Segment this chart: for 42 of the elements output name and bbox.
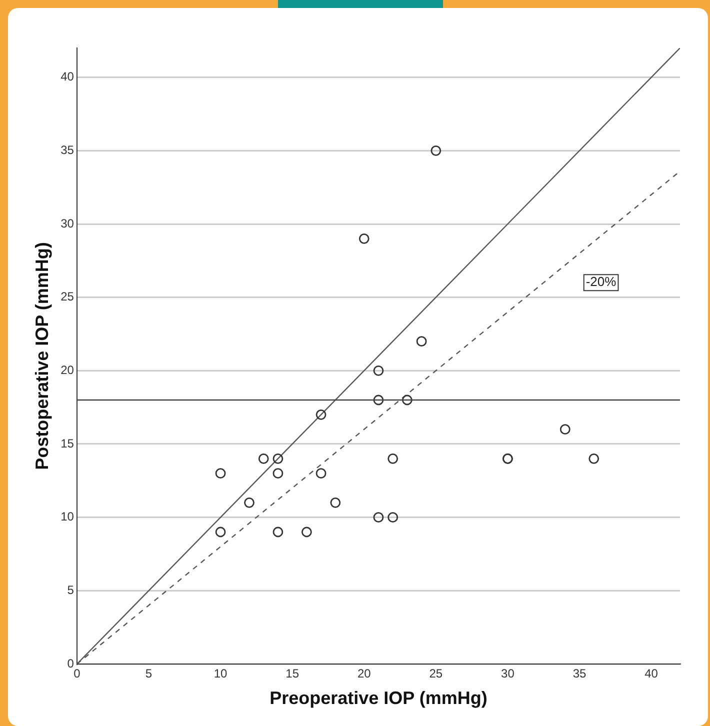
annotation: -20% xyxy=(586,274,617,290)
point xyxy=(402,394,412,406)
point xyxy=(316,409,326,420)
point xyxy=(316,468,326,479)
point xyxy=(272,526,284,538)
point xyxy=(244,497,254,508)
point xyxy=(373,394,384,406)
point xyxy=(258,453,269,464)
y-tick-label: 35 xyxy=(60,142,74,157)
point xyxy=(301,526,312,538)
y-tick-label: 10 xyxy=(60,510,74,524)
point xyxy=(388,512,398,523)
x-axis-title: Preoperative IOP (mmHg) xyxy=(270,688,488,708)
point xyxy=(373,365,384,376)
y-tick-label: 15 xyxy=(60,436,74,450)
point xyxy=(215,468,226,479)
point xyxy=(272,453,284,464)
point xyxy=(358,233,370,244)
y-tick-label: 5 xyxy=(67,582,74,597)
point xyxy=(416,336,427,347)
x-tick-label: 40 xyxy=(644,666,658,681)
point xyxy=(330,497,341,508)
y-tick-label: 30 xyxy=(60,216,74,230)
point xyxy=(430,145,442,156)
x-tick-label: 35 xyxy=(572,666,586,681)
x-tick-label: 30 xyxy=(501,666,515,681)
x-tick-label: 5 xyxy=(145,666,152,681)
point xyxy=(560,424,570,435)
x-tick-label: 20 xyxy=(357,666,372,681)
y-tick-label: 25 xyxy=(60,290,74,304)
point xyxy=(588,453,600,464)
point xyxy=(272,468,284,479)
x-tick-label: 10 xyxy=(214,666,228,681)
point xyxy=(215,526,226,538)
y-tick-label: 20 xyxy=(60,362,74,377)
y-tick-label: 40 xyxy=(60,70,74,84)
y-tick-label: 0 xyxy=(67,656,74,670)
x-tick-label: 25 xyxy=(429,666,443,681)
point xyxy=(388,453,398,464)
x-tick-label: 15 xyxy=(286,666,300,681)
point xyxy=(373,512,384,523)
y-axis-title: Postoperative IOP (mmHg) xyxy=(32,242,52,470)
